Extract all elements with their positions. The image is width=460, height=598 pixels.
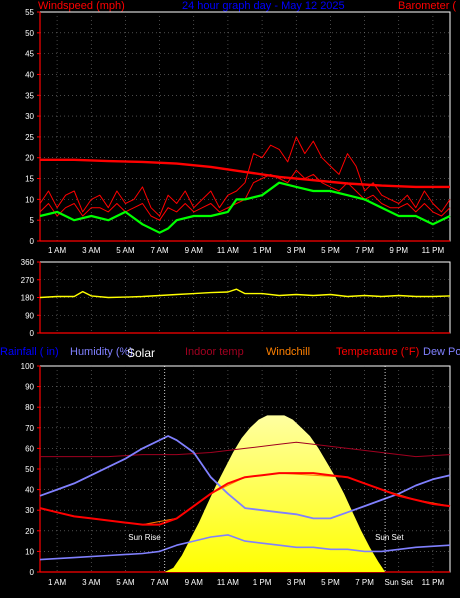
y-tick-label-3-8: 80 [25, 403, 34, 412]
x-tick-label-1-11: 11 PM [422, 246, 445, 255]
y-tick-label-3-5: 50 [25, 465, 34, 474]
x-tick-label-1-2: 5 AM [116, 246, 135, 255]
indoor-temp-legend: Indoor temp [185, 346, 244, 358]
y-tick-label-1-1: 5 [30, 216, 35, 225]
y-tick-label-3-1: 10 [25, 547, 34, 556]
y-tick-label-2-3: 270 [21, 276, 35, 285]
x-tick-label-3-5: 11 AM [217, 578, 239, 587]
y-tick-label-3-3: 30 [25, 506, 34, 515]
dew-point-line [39, 534, 451, 561]
x-tick-label-1-6: 1 PM [253, 246, 272, 255]
y-tick-label-1-9: 45 [25, 50, 34, 59]
rainfall-legend: Rainfall ( in) [0, 346, 59, 358]
x-tick-label-3-10: Sun Set [385, 578, 414, 587]
y-tick-label-3-0: 0 [30, 568, 35, 577]
y-tick-label-2-0: 0 [30, 329, 35, 338]
y-tick-label-3-2: 20 [25, 527, 34, 536]
x-tick-label-1-7: 3 PM [287, 246, 306, 255]
x-tick-label-1-5: 11 AM [217, 246, 239, 255]
x-tick-label-3-4: 9 AM [185, 578, 204, 587]
x-tick-label-3-0: 1 AM [48, 578, 67, 587]
y-tick-label-1-0: 0 [30, 237, 35, 246]
temperature-legend: Temperature (°F) [336, 346, 420, 358]
wind-direction-line [39, 288, 451, 299]
gust-line [39, 136, 451, 217]
windspeed-legend: Windspeed (mph) [38, 0, 125, 12]
y-tick-label-1-5: 25 [25, 133, 34, 142]
barometer-line [40, 158, 450, 189]
x-tick-label-1-9: 7 PM [355, 246, 374, 255]
temperature-line [39, 472, 451, 526]
humidity-line [39, 435, 451, 520]
x-tick-label-1-1: 3 AM [82, 246, 101, 255]
y-tick-label-1-10: 50 [25, 29, 34, 38]
average-wind-line [39, 181, 451, 234]
y-tick-label-1-6: 30 [25, 112, 34, 121]
sunrise-label: Sun Rise [128, 533, 161, 542]
indoor-temp-line [40, 441, 451, 458]
x-tick-label-3-8: 5 PM [321, 578, 340, 587]
y-tick-label-1-3: 15 [25, 175, 34, 184]
x-tick-label-3-6: 1 PM [253, 578, 272, 587]
x-tick-label-1-4: 9 AM [185, 246, 204, 255]
windspeed-line [39, 169, 451, 221]
y-tick-label-1-8: 40 [25, 70, 34, 79]
x-tick-label-1-0: 1 AM [48, 246, 67, 255]
solar-area [164, 415, 386, 572]
dew-point-legend: Dew Po [423, 346, 460, 358]
y-tick-label-3-7: 70 [25, 424, 34, 433]
sunset-label: Sun Set [375, 533, 404, 542]
x-tick-label-1-8: 5 PM [321, 246, 340, 255]
x-tick-label-3-2: 5 AM [116, 578, 135, 587]
solar-legend: Solar [127, 346, 156, 360]
x-tick-label-3-9: 7 PM [355, 578, 374, 587]
y-tick-label-1-4: 20 [25, 154, 34, 163]
y-tick-label-3-10: 100 [21, 362, 35, 371]
x-tick-label-3-1: 3 AM [82, 578, 101, 587]
x-tick-label-3-3: 7 AM [150, 578, 169, 587]
x-tick-label-1-10: 9 PM [389, 246, 408, 255]
chart-title: 24 hour graph day - May 12 2025 [182, 0, 345, 12]
y-tick-label-1-7: 35 [25, 91, 34, 100]
y-tick-label-3-9: 90 [25, 383, 34, 392]
x-tick-label-3-11: 11 PM [422, 578, 445, 587]
windchill-legend: Windchill [266, 346, 311, 358]
y-tick-label-3-6: 60 [25, 444, 34, 453]
x-tick-label-1-3: 7 AM [150, 246, 169, 255]
y-tick-label-1-11: 55 [25, 8, 34, 17]
y-tick-label-2-1: 90 [25, 311, 34, 320]
y-tick-label-2-2: 180 [21, 294, 35, 303]
y-tick-label-2-4: 360 [21, 258, 35, 267]
x-tick-label-3-7: 3 PM [287, 578, 306, 587]
humidity-legend: Humidity (%) [70, 346, 133, 358]
y-tick-label-3-4: 40 [25, 486, 34, 495]
y-tick-label-1-2: 10 [25, 195, 34, 204]
barometer-legend: Barometer ( [398, 0, 457, 12]
